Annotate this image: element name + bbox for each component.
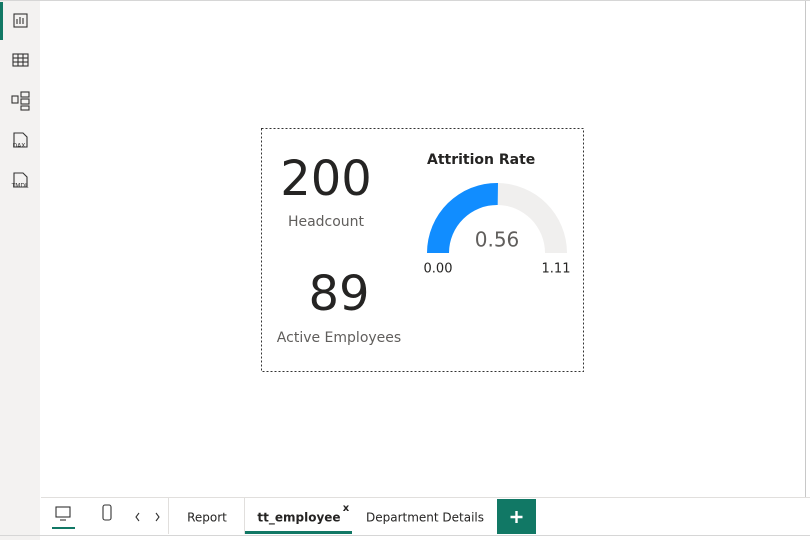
layout-indicator xyxy=(52,527,75,529)
card-value: 200 xyxy=(280,151,372,207)
card-label: Headcount xyxy=(288,214,365,230)
page-tab[interactable]: Report xyxy=(187,511,227,525)
model-view-icon[interactable] xyxy=(11,91,30,111)
report-view-icon[interactable] xyxy=(13,13,28,28)
table-view-icon[interactable] xyxy=(12,53,29,67)
gauge-min: 0.00 xyxy=(424,262,453,277)
close-tab[interactable]: x xyxy=(343,503,350,514)
add-page-icon xyxy=(510,511,523,523)
previous-page[interactable] xyxy=(135,512,140,522)
page-tab[interactable]: tt_employee xyxy=(257,511,340,526)
sidebar xyxy=(0,1,40,540)
gauge-value: 0.56 xyxy=(475,228,520,252)
mobile-layout-button[interactable] xyxy=(102,504,112,521)
page-tab[interactable]: Department Details xyxy=(366,511,484,525)
card-label: Active Employees xyxy=(277,330,401,346)
gauge-title: Attrition Rate xyxy=(427,152,535,168)
visual-container[interactable] xyxy=(261,128,584,372)
tmdl-view-icon[interactable] xyxy=(13,172,28,188)
icon-label: TMDL xyxy=(11,183,29,190)
dax-view-icon[interactable] xyxy=(13,132,28,148)
active-tab-indicator xyxy=(245,531,352,534)
gauge-max: 1.11 xyxy=(542,262,571,277)
desktop-layout-button[interactable] xyxy=(55,506,71,521)
add-page-button[interactable] xyxy=(497,499,536,534)
next-page[interactable] xyxy=(155,512,160,522)
active-indicator xyxy=(0,2,3,40)
gauge-fill xyxy=(427,183,498,253)
icon-label: DAX xyxy=(13,143,26,150)
card-value: 89 xyxy=(308,266,369,322)
